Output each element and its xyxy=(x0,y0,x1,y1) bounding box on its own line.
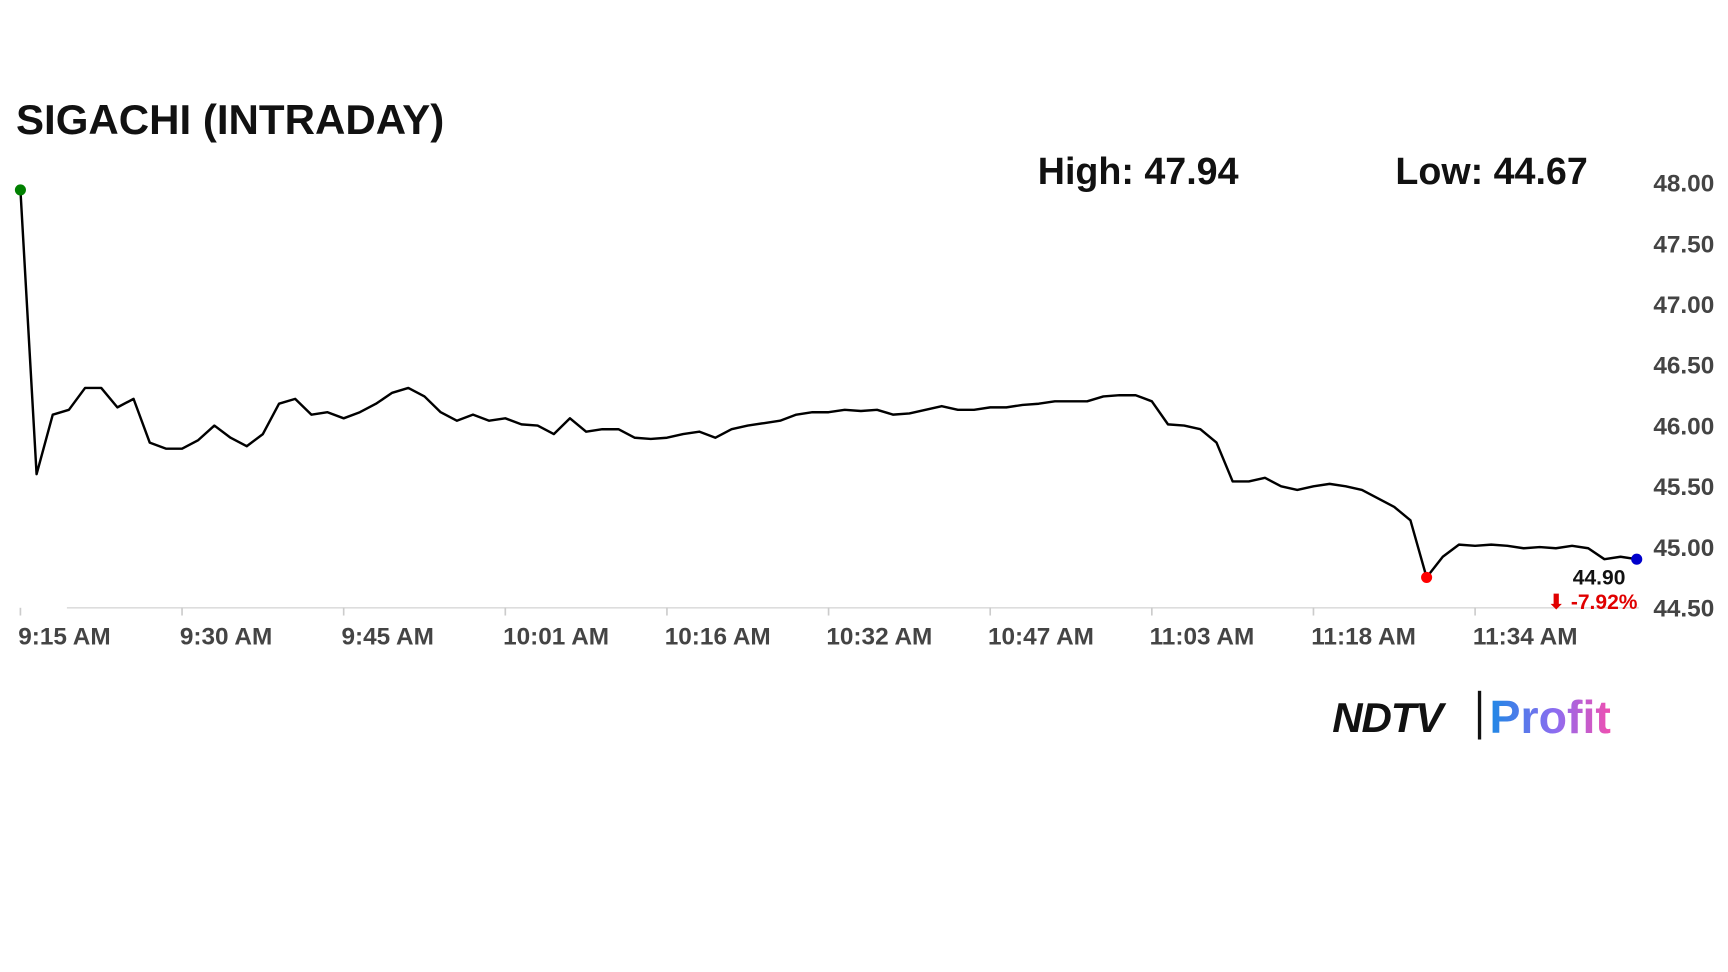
x-tick-label: 10:47 AM xyxy=(988,623,1094,650)
y-tick-label: 48.00 xyxy=(1653,171,1714,198)
end-marker xyxy=(1631,553,1643,565)
x-tick-label: 10:01 AM xyxy=(503,623,609,650)
price-line xyxy=(19,189,1637,579)
y-tick-label: 45.00 xyxy=(1653,535,1714,562)
x-tick-label: 9:15 AM xyxy=(18,623,110,650)
x-tick-label: 11:18 AM xyxy=(1311,623,1416,650)
last-value-label: 44.90 xyxy=(1573,567,1626,590)
high-annotation: High: 47.94 xyxy=(1038,150,1239,192)
brand-profit: Profit xyxy=(1489,691,1610,743)
low-annotation: Low: 44.67 xyxy=(1395,150,1587,192)
change-label: ⬇ -7.92% xyxy=(1547,591,1637,614)
chart-title: SIGACHI (INTRADAY) xyxy=(16,96,444,143)
y-tick-label: 46.50 xyxy=(1653,353,1714,380)
y-tick-label: 45.50 xyxy=(1653,474,1714,501)
x-tick-label: 10:32 AM xyxy=(826,623,932,650)
x-tick-label: 9:45 AM xyxy=(341,623,433,650)
y-tick-label: 44.50 xyxy=(1653,596,1714,623)
start-marker xyxy=(14,184,26,196)
x-tick-label: 10:16 AM xyxy=(665,623,771,650)
low-marker xyxy=(1421,571,1433,583)
x-tick-label: 9:30 AM xyxy=(180,623,272,650)
y-tick-label: 46.00 xyxy=(1653,413,1714,440)
y-tick-label: 47.00 xyxy=(1653,292,1714,319)
y-tick-label: 47.50 xyxy=(1653,231,1714,258)
brand-ndtv: NDTV xyxy=(1332,694,1446,741)
x-tick-label: 11:03 AM xyxy=(1150,623,1255,650)
x-tick-label: 11:34 AM xyxy=(1473,623,1578,650)
